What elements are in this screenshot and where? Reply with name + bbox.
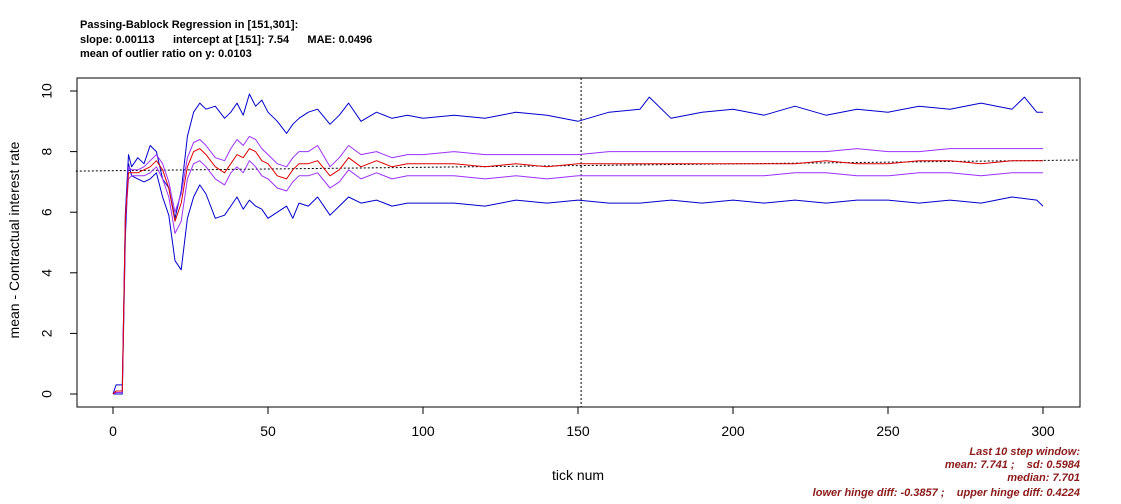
- series-lines: [112, 93, 1044, 395]
- x-tick-label: 50: [260, 423, 276, 439]
- x-axis-label: tick num: [552, 467, 604, 483]
- y-tick-label: 0: [39, 390, 55, 398]
- regression-title: Passing-Bablock Regression in [151,301]:: [80, 19, 299, 31]
- regression-params: slope: 0.00113 intercept at [151]: 7.54 …: [80, 34, 373, 46]
- y-tick-label: 6: [39, 208, 55, 216]
- series-lower-inner-line: [112, 160, 1043, 395]
- window-hinge-diff: lower hinge diff: -0.3857 ; upper hinge …: [812, 487, 1080, 499]
- y-tick-label: 4: [39, 269, 55, 277]
- reference-lines: [75, 78, 1081, 407]
- x-axis: 0 50 100 150 200 250 300: [109, 406, 1055, 439]
- series-upper-outer-line: [112, 93, 1043, 395]
- x-tick-label: 250: [876, 423, 900, 439]
- y-axis: 0 2 4 6 8 10: [39, 83, 78, 398]
- regression-line: [75, 159, 1081, 172]
- x-tick-label: 200: [721, 423, 745, 439]
- y-tick-label: 2: [39, 329, 55, 337]
- x-tick-label: 0: [109, 423, 117, 439]
- plot-frame: [76, 77, 1081, 408]
- x-tick-label: 150: [566, 423, 590, 439]
- x-tick-label: 300: [1031, 423, 1055, 439]
- window-title: Last 10 step window:: [969, 446, 1080, 458]
- series-upper-inner-line: [112, 135, 1043, 395]
- window-mean-sd: mean: 7.741 ; sd: 0.5984: [944, 459, 1080, 471]
- y-tick-label: 10: [39, 83, 55, 99]
- window-median: median: 7.701: [1007, 472, 1080, 484]
- series-lower-outer-line: [113, 163, 1044, 395]
- outlier-ratio: mean of outlier ratio on y: 0.0103: [80, 48, 252, 60]
- y-tick-label: 8: [39, 147, 55, 155]
- y-axis-label: mean - Contractual interest rate: [6, 141, 22, 338]
- x-tick-label: 100: [411, 423, 435, 439]
- series-mean-line: [112, 148, 1043, 395]
